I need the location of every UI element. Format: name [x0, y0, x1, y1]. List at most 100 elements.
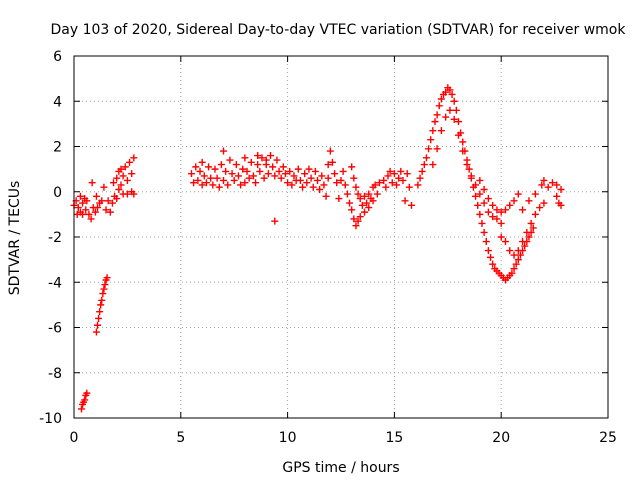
data-point	[296, 176, 304, 184]
data-point	[254, 161, 262, 169]
data-point	[442, 88, 450, 96]
data-point	[102, 206, 110, 214]
data-point	[331, 170, 339, 178]
data-point	[97, 301, 105, 309]
data-point	[489, 201, 497, 209]
data-point	[258, 154, 266, 162]
data-point	[234, 172, 242, 180]
data-point	[324, 161, 332, 169]
data-point	[303, 179, 311, 187]
data-point	[388, 179, 396, 187]
data-point	[450, 115, 458, 123]
data-point	[350, 174, 358, 182]
data-point	[110, 179, 118, 187]
data-point	[487, 253, 495, 261]
data-point	[531, 210, 539, 218]
data-point	[324, 174, 332, 182]
data-point	[474, 201, 482, 209]
data-point	[262, 156, 270, 164]
data-point	[311, 167, 319, 175]
data-point	[482, 238, 490, 246]
data-point	[476, 190, 484, 198]
data-point	[322, 192, 330, 200]
x-tick-label: 20	[492, 430, 510, 446]
data-point	[79, 199, 87, 207]
data-point	[442, 113, 450, 121]
data-point	[514, 247, 522, 255]
data-point	[207, 174, 215, 182]
data-point	[260, 174, 268, 182]
data-point	[446, 86, 454, 94]
data-point	[521, 242, 529, 250]
data-point	[76, 192, 84, 200]
data-point	[269, 163, 277, 171]
data-point	[326, 147, 334, 155]
data-point	[497, 208, 505, 216]
data-point	[213, 174, 221, 182]
data-point	[209, 181, 217, 189]
data-point	[237, 181, 245, 189]
data-point	[386, 167, 394, 175]
data-point	[267, 152, 275, 160]
data-point	[224, 181, 232, 189]
data-points	[70, 84, 565, 413]
data-point	[286, 167, 294, 175]
data-point	[354, 217, 362, 225]
data-point	[281, 170, 289, 178]
data-point	[339, 167, 347, 175]
data-point	[348, 163, 356, 171]
data-point	[467, 172, 475, 180]
data-point	[198, 181, 206, 189]
data-point	[252, 179, 260, 187]
y-tick-label: -4	[48, 275, 62, 291]
y-tick-label: 2	[53, 140, 62, 156]
data-point	[106, 208, 114, 216]
data-point	[508, 269, 516, 277]
data-point	[241, 179, 249, 187]
data-point	[529, 224, 537, 232]
data-point	[459, 138, 467, 146]
data-point	[478, 219, 486, 227]
data-point	[194, 176, 202, 184]
data-point	[284, 179, 292, 187]
data-point	[540, 199, 548, 207]
data-point	[429, 127, 437, 135]
data-point	[493, 215, 501, 223]
data-point	[544, 183, 552, 191]
data-point	[548, 179, 556, 187]
data-point	[393, 181, 401, 189]
data-point	[130, 154, 138, 162]
data-point	[79, 210, 87, 218]
data-point	[352, 183, 360, 191]
data-point	[277, 174, 285, 182]
data-point	[117, 181, 125, 189]
data-point	[514, 256, 522, 264]
x-axis-label: GPS time / hours	[282, 460, 399, 476]
y-axis-label: SDTVAR / TECUs	[7, 181, 23, 296]
data-point	[435, 102, 443, 110]
data-point	[279, 163, 287, 171]
data-point	[249, 172, 257, 180]
data-point	[88, 179, 96, 187]
data-point	[271, 217, 279, 225]
data-point	[220, 176, 228, 184]
data-point	[365, 190, 373, 198]
data-point	[382, 183, 390, 191]
data-point	[299, 183, 307, 191]
y-tick-label: -10	[39, 411, 62, 427]
data-point	[510, 251, 518, 259]
data-point	[395, 174, 403, 182]
x-tick-label: 5	[176, 430, 185, 446]
data-point	[314, 176, 322, 184]
data-point	[527, 219, 535, 227]
data-point	[525, 233, 533, 241]
data-point	[113, 195, 121, 203]
data-point	[360, 208, 368, 216]
data-point	[271, 172, 279, 180]
data-point	[531, 190, 539, 198]
x-tick-label: 15	[385, 430, 403, 446]
data-point	[335, 195, 343, 203]
data-point	[463, 161, 471, 169]
data-point	[348, 206, 356, 214]
